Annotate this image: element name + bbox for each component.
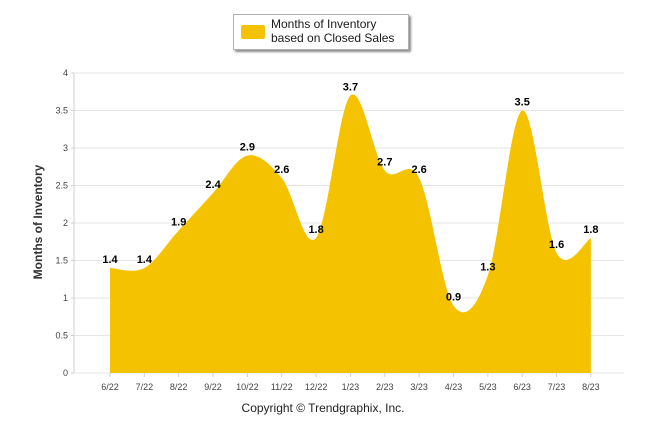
x-tick-label: 8/23 [582,382,600,392]
x-tick-label: 9/22 [204,382,222,392]
x-tick-label: 7/23 [548,382,566,392]
data-label: 2.6 [412,164,427,176]
data-label: 2.6 [274,164,289,176]
y-tick-label: 1.5 [55,256,68,266]
x-tick-label: 3/23 [410,382,428,392]
data-label: 0.9 [446,292,461,304]
area-series-months-of-inventory [110,94,591,373]
data-label: 2.4 [205,179,221,191]
data-labels: 1.4 1.4 1.9 2.4 2.9 2.6 1.8 3.7 2.7 2.6 0.9 1.3 3.5 1… [102,82,598,304]
data-label: 1.9 [171,217,186,229]
x-tick-label: 6/22 [101,382,119,392]
y-tick-label: 0.5 [55,331,68,341]
y-tick-label: 0 [63,368,68,378]
x-tick-label: 7/22 [136,382,154,392]
data-label: 2.7 [377,157,392,169]
y-tick-label: 2.5 [55,181,68,191]
data-label: 1.8 [583,224,598,236]
y-tick-label: 2 [63,218,68,228]
x-tick-label: 10/22 [236,382,259,392]
x-tick-label: 11/22 [271,382,293,392]
data-label: 1.3 [480,262,495,274]
legend-label: Months of Inventory based on Closed Sale… [271,17,395,45]
x-tick-label: 5/23 [479,382,497,392]
x-tick-label: 6/23 [513,382,531,392]
data-label: 3.7 [343,82,358,94]
data-label: 1.6 [549,239,564,251]
x-tick-label: 1/23 [342,382,360,392]
y-tick-label: 1 [63,293,68,303]
x-tick-label: 12/22 [305,382,328,392]
data-label: 1.8 [308,224,323,236]
x-tick-label: 4/23 [445,382,463,392]
copyright-footer: Copyright © Trendgraphix, Inc. [241,401,405,415]
y-tick-label: 4 [63,68,68,78]
legend: Months of Inventory based on Closed Sale… [233,14,409,50]
data-label: 1.4 [137,254,153,266]
series-area [110,94,591,373]
x-tick-label: 8/22 [170,382,188,392]
data-label: 1.4 [102,254,118,266]
legend-swatch [241,25,265,39]
x-tick-label: 2/23 [376,382,394,392]
y-tick-label: 3 [63,143,68,153]
data-label: 3.5 [515,97,530,109]
y-axis-title: Months of Inventory [31,164,45,279]
x-axis-ticks: 6/22 7/22 8/22 9/22 10/22 11/22 12/22 1/23 2/23 3… [101,373,600,392]
y-tick-label: 3.5 [55,106,68,116]
data-label: 2.9 [240,142,255,154]
y-axis-ticks: 0 0.5 1 1.5 2 2.5 3 3.5 4 [55,68,68,378]
